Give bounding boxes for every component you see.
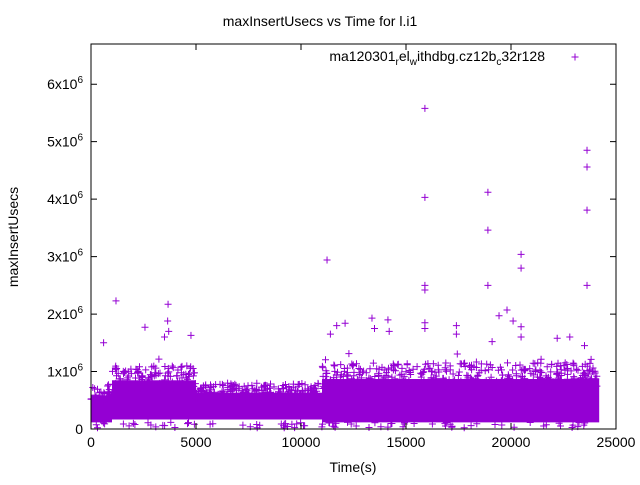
data-point	[421, 193, 429, 201]
data-point	[495, 312, 503, 320]
data-point	[517, 250, 525, 258]
data-point	[385, 327, 393, 335]
x-tick-label: 15000	[387, 434, 426, 450]
data-point	[517, 323, 525, 331]
data-point	[333, 322, 341, 330]
y-tick-label: 1x106	[47, 363, 83, 380]
data-point-cluster	[87, 381, 116, 405]
data-point	[583, 206, 591, 214]
data-point	[100, 339, 108, 347]
data-point	[421, 286, 429, 294]
x-tick-label: 0	[87, 434, 95, 450]
data-point	[581, 342, 588, 350]
data-point	[384, 316, 392, 324]
data-point	[421, 104, 429, 112]
data-point	[421, 324, 429, 332]
data-point	[164, 300, 172, 308]
data-point	[509, 317, 517, 325]
x-tick-label: 5000	[180, 434, 211, 450]
data-point	[341, 319, 349, 327]
data-point-cluster-low	[119, 418, 198, 431]
data-point	[484, 226, 492, 234]
legend-marker	[571, 53, 579, 61]
plot-border	[90, 43, 617, 430]
data-point	[371, 324, 378, 332]
data-point	[164, 317, 172, 325]
data-point	[452, 322, 460, 330]
data-point	[583, 163, 591, 171]
y-tick-label: 6x106	[47, 75, 83, 92]
data-point	[187, 331, 195, 339]
data-point	[517, 333, 525, 341]
data-point	[583, 281, 591, 289]
data-point	[368, 314, 376, 322]
chart-title: maxInsertUsecs vs Time for l.i1	[223, 13, 418, 29]
data-point	[326, 330, 334, 338]
data-point-cluster	[109, 355, 199, 393]
data-point	[452, 330, 460, 338]
data-points	[87, 104, 601, 432]
y-tick-label: 3x106	[47, 248, 83, 265]
x-tick-label: 20000	[492, 434, 531, 450]
axes: 0 5000 10000 15000 20000 25000 0 1x106 2x106 3x10…	[47, 43, 636, 450]
y-tick-label: 0	[75, 421, 83, 437]
data-point	[161, 333, 168, 341]
x-tick-label: 10000	[282, 434, 321, 450]
data-point-cluster-low	[206, 419, 326, 432]
data-point	[583, 146, 591, 154]
y-tick-label: 4x106	[47, 190, 83, 207]
y-axis-label: maxInsertUsecs	[5, 187, 21, 287]
data-point	[141, 323, 149, 331]
data-point	[503, 306, 511, 314]
y-tick-label: 2x106	[47, 305, 83, 322]
data-point-cluster-low	[92, 419, 109, 432]
data-point	[112, 297, 120, 305]
x-tick-label: 25000	[597, 434, 636, 450]
data-point-cluster	[192, 379, 323, 402]
data-point	[323, 256, 331, 264]
y-tick-label: 5x106	[47, 133, 83, 150]
data-point	[484, 281, 492, 289]
data-point-cluster-low	[319, 418, 589, 432]
data-point	[517, 264, 525, 272]
data-point	[553, 334, 561, 342]
legend: ma120301relwithdbg.cz12bc32r128	[329, 48, 579, 68]
data-point	[488, 338, 496, 346]
data-point	[566, 333, 574, 341]
x-axis-label: Time(s)	[330, 459, 377, 475]
data-point	[165, 327, 173, 335]
legend-label: ma120301relwithdbg.cz12bc32r128	[329, 48, 545, 68]
data-point	[484, 188, 492, 196]
data-point-cluster	[318, 350, 601, 393]
